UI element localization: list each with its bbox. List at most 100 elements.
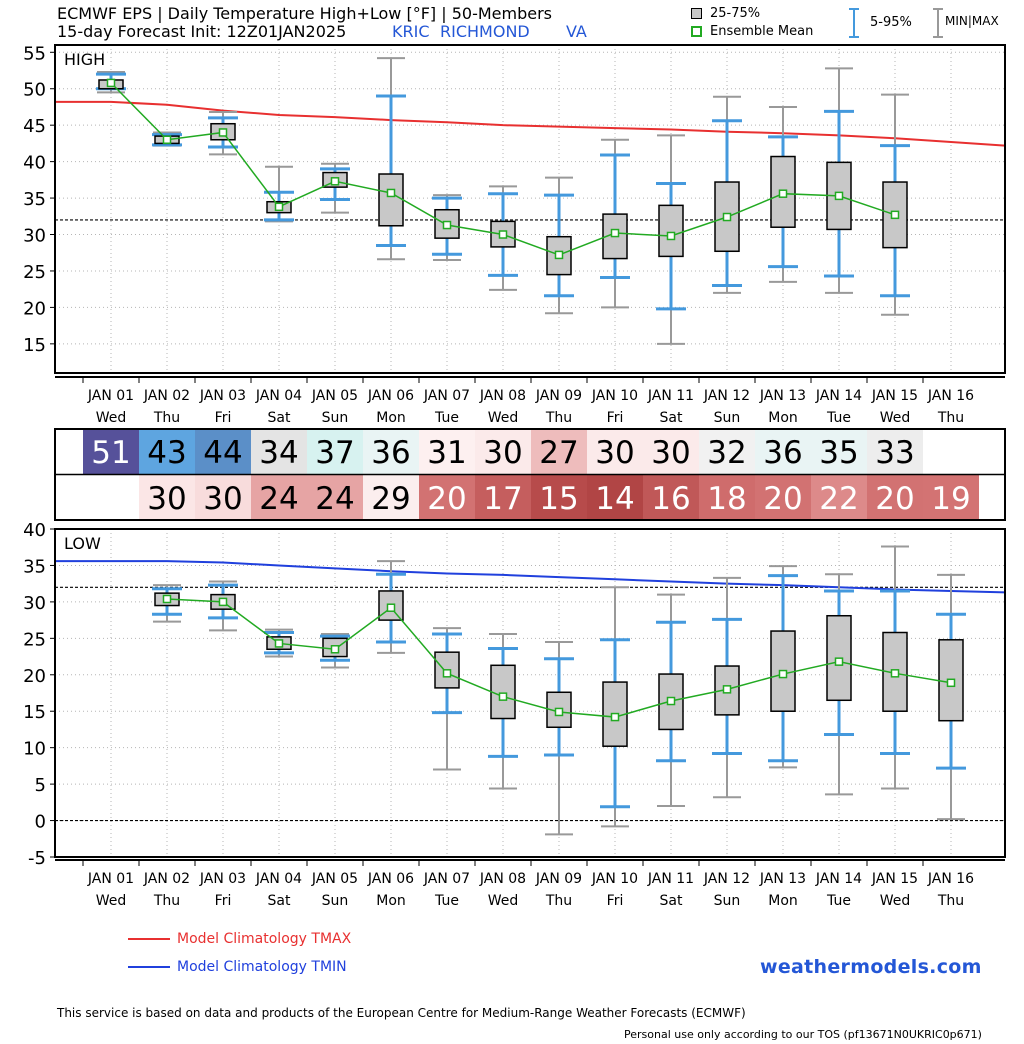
legend-whisker-icon [849,8,859,38]
mean-marker [386,603,396,612]
x-tick-label: JAN 03 [199,871,246,887]
y-tick-label: 5 [35,775,46,796]
chart-title: ECMWF EPS | Daily Temperature High+Low [… [57,4,552,23]
temperature-table: 51 43 44 34 37 36 31 30 27 30 30 32 36 35 33 30 30 24 24 29… [54,428,1006,521]
panel-label: LOW [64,534,101,553]
x-tick-label: JAN 10 [591,388,638,404]
mean-marker [554,707,564,717]
x-tick-label: JAN 06 [367,388,414,404]
clim-tmin-label: Model Climatology TMIN [177,959,347,975]
weekday-label: Mon [376,410,406,426]
table-cell-high: 44 [195,429,251,474]
brand-logo[interactable]: weathermodels.com [760,956,982,978]
table-cell-high: 27 [531,429,587,474]
y-tick-label: 40 [23,520,46,541]
cell-value: 36 [371,435,410,471]
mean-marker [274,639,284,648]
cell-bg [643,475,699,520]
legend-minmax-icon [933,8,943,38]
weekday-label: Mon [768,893,798,909]
cell-value: 30 [147,481,186,517]
cell-bg [811,429,867,474]
mean-marker [330,177,340,186]
cell-value: 17 [483,481,522,517]
cell-bg [867,475,923,520]
cell-bg [195,475,251,520]
clim_tmax-line [55,100,1006,147]
cell-bg [195,429,251,474]
table-cell-low: 24 [251,475,307,520]
cell-value: 34 [259,435,298,471]
y-tick-label: 30 [23,226,46,247]
table-cell-high: 43 [139,429,195,474]
station-id: KRIC [392,22,430,41]
iqr-box [434,208,460,239]
iqr-box [490,664,516,720]
weekday-label: Wed [488,410,519,426]
table-cell-high: 51 [83,429,139,474]
mean-marker [274,202,284,212]
table-cell-high: 31 [419,429,475,474]
weekday-label: Sun [714,410,741,426]
mean-marker [778,669,788,679]
table-cell-low: 20 [867,475,923,520]
cell-value: 19 [931,481,970,517]
table-cell-low: 30 [195,475,251,520]
table-cell-low: 16 [643,475,699,520]
box-jan-13 [768,565,798,769]
table-cell-high: 32 [699,429,755,474]
weekday-label: Sat [660,893,683,909]
box-jan-09 [544,640,574,836]
cell-value: 29 [371,481,410,517]
cell-value: 20 [763,481,802,517]
iqr-box [378,173,404,227]
cell-bg [419,429,475,474]
table-cell-low: 15 [531,475,587,520]
weekday-label: Wed [488,893,519,909]
mean-marker [666,696,676,706]
cell-value: 36 [763,435,802,471]
y-tick-label: 55 [23,43,46,64]
box-jan-07 [432,627,462,771]
iqr-box [714,181,740,253]
weekday-label: Wed [96,893,127,909]
weekday-label: Sat [268,893,291,909]
mean-marker [218,597,228,607]
mean-marker [890,669,900,678]
weekday-label: Sat [660,410,683,426]
iqr-box [378,590,404,621]
table-cell-high: 36 [363,429,419,474]
table-cell-low: 20 [419,475,475,520]
mean-marker [554,250,564,260]
table-cell-low: 14 [587,475,643,520]
cell-bg [419,475,475,520]
cell-bg [363,429,419,474]
mean-marker [162,135,172,145]
legend-box-swatch [691,8,702,19]
cell-bg [923,475,979,520]
box-jan-15 [880,93,910,316]
box-jan-08 [488,632,518,790]
station-state: VA [566,22,587,41]
mean-marker [498,230,508,239]
weekday-label: Thu [937,893,964,909]
x-tick-label: JAN 05 [311,871,358,887]
cell-value: 37 [315,435,354,471]
x-tick-label: JAN 12 [703,388,750,404]
legend-box-label: 25-75% [710,6,761,21]
y-tick-label: 15 [23,702,46,723]
weekday-label: Sat [268,410,291,426]
cell-value: 30 [483,435,522,471]
cell-value: 44 [203,435,242,471]
cell-value: 24 [259,481,298,517]
cell-bg [475,475,531,520]
x-tick-label: JAN 08 [479,388,526,404]
x-tick-label: JAN 13 [759,871,806,887]
table-cell-high: 34 [251,429,307,474]
weekday-label: Tue [434,410,459,426]
weekday-label: Thu [153,893,180,909]
tos-notice: Personal use only according to our TOS (… [624,1028,982,1041]
weekday-label: Tue [826,893,851,909]
x-tick-label: JAN 08 [479,871,526,887]
box-jan-06 [376,560,406,654]
